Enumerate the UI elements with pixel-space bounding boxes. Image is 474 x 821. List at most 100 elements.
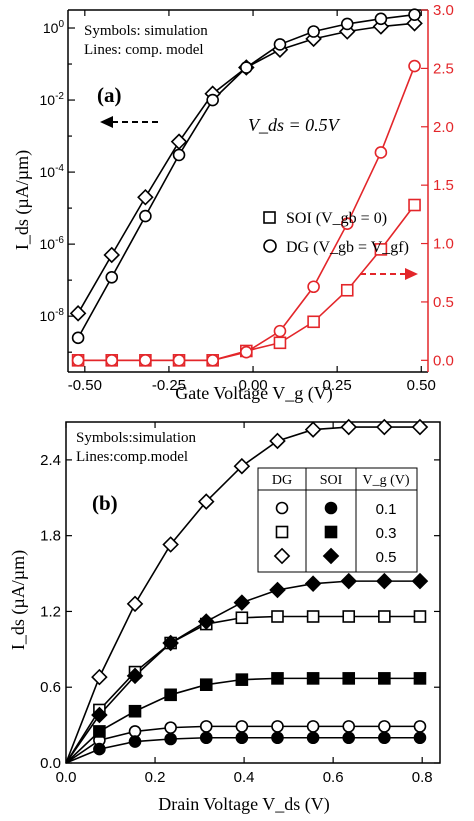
legend-soi-marker — [324, 525, 338, 539]
data-point — [93, 725, 106, 738]
x-tick-label: 0.50 — [407, 377, 436, 394]
data-point — [374, 12, 388, 26]
data-point — [340, 572, 358, 590]
data-point — [273, 38, 287, 51]
data-point — [206, 93, 219, 107]
x-tick-label: 0.4 — [234, 769, 255, 786]
data-point — [374, 243, 388, 256]
data-point — [376, 572, 393, 590]
panel-b-axes — [65, 421, 441, 764]
panel-b: 0.0 0.2 0.4 0.6 0.8 0.0 0.6 1.2 1.8 2.4 Symbols:s… — [8, 418, 441, 815]
data-point — [240, 345, 253, 359]
panel-b-annotation-line-2: Lines:comp.model — [76, 449, 188, 465]
data-point — [307, 25, 320, 38]
data-point — [199, 731, 213, 745]
y-tick-label: 1.2 — [40, 603, 61, 620]
panel-b-x-axis-label: Drain Voltage V_ds (V) — [158, 794, 329, 815]
legend-vg-0-1: 0.1 — [376, 501, 397, 518]
data-point — [162, 634, 179, 652]
data-point — [342, 731, 356, 745]
panel-a-condition: V_ds = 0.5V — [248, 115, 341, 135]
data-point — [306, 610, 320, 623]
legend-soi-marker — [324, 501, 338, 515]
panel-a-tick-labels: -0.50 -0.25 0.00 0.25 0.50 10-8 10-6 10-4 10-2 10… — [40, 2, 454, 394]
panel-b-annotation-line-1: Symbols:simulation — [76, 430, 197, 446]
y-right-tick-label: 2.5 — [433, 60, 454, 77]
y-right-tick-label: 0.5 — [433, 294, 454, 311]
legend-vg-0-3: 0.3 — [376, 525, 397, 542]
legend-dg-marker — [275, 525, 289, 539]
data-point — [91, 706, 108, 724]
data-point — [376, 418, 393, 436]
data-point — [340, 17, 354, 31]
legend-soi-marker — [322, 547, 340, 565]
data-point — [126, 595, 144, 613]
data-point — [271, 672, 284, 685]
data-point — [235, 673, 249, 686]
data-point — [408, 59, 421, 73]
data-point — [91, 668, 108, 686]
data-point — [240, 61, 253, 74]
y-right-tick-label: 2.0 — [433, 119, 454, 136]
data-point — [411, 572, 429, 590]
legend-dg-label: DG (V_gb = V_gf) — [286, 239, 409, 256]
legend-header-vg: V_g (V) — [362, 473, 409, 488]
data-point — [172, 148, 186, 162]
panel-a-series-markers — [69, 8, 423, 367]
panel-a-y-axis-label: I_ds (µA/µm) — [12, 150, 33, 250]
data-point — [235, 731, 249, 745]
panel-b-y-axis-label: I_ds (µA/µm) — [8, 550, 29, 650]
y-right-tick-label: 3.0 — [433, 2, 454, 19]
data-point — [342, 672, 356, 685]
data-point — [126, 667, 144, 685]
data-point — [273, 324, 287, 338]
data-point — [162, 536, 179, 553]
y-left-tick-label: 10-8 — [40, 307, 65, 324]
panel-a-legend: SOI (V_gb = 0) DG (V_gb = V_gf) — [263, 210, 409, 256]
y-tick-label: 0.0 — [40, 755, 61, 772]
data-point — [164, 688, 177, 702]
data-point — [199, 678, 213, 691]
data-point — [233, 594, 251, 611]
data-point — [413, 720, 427, 733]
data-point — [71, 331, 85, 345]
y-tick-label: 2.4 — [40, 452, 61, 469]
data-point — [137, 188, 154, 206]
data-point — [378, 731, 391, 745]
data-point — [378, 672, 391, 685]
panel-b-label: (b) — [92, 491, 118, 515]
data-point — [374, 146, 388, 159]
data-point — [411, 418, 429, 436]
legend-dg-marker — [275, 501, 289, 515]
y-tick-label: 0.6 — [40, 679, 61, 696]
data-point — [408, 198, 421, 212]
data-point — [271, 610, 284, 623]
y-right-tick-label: 1.5 — [433, 177, 454, 194]
data-point — [340, 283, 354, 297]
legend-vg-0-5: 0.5 — [376, 549, 397, 566]
y-left-tick-label: 10-2 — [40, 91, 65, 108]
data-point — [206, 354, 219, 367]
panel-a-annotation-line-2: Lines: comp. model — [84, 42, 204, 58]
data-point — [271, 720, 284, 733]
panel-b-legend-table: DG SOI V_g (V) 0.1 0.3 0.5 — [257, 467, 418, 573]
data-point — [413, 672, 427, 685]
data-point — [197, 613, 215, 630]
panel-b-tick-labels: 0.0 0.2 0.4 0.6 0.8 0.0 0.6 1.2 1.8 2.4 — [40, 452, 432, 786]
series-line — [78, 204, 416, 362]
x-tick-label: 0.2 — [145, 769, 166, 786]
data-point — [105, 354, 119, 367]
data-point — [271, 731, 284, 745]
y-left-tick-label: 10-6 — [40, 235, 65, 252]
data-point — [269, 581, 286, 599]
data-point — [273, 336, 287, 350]
legend-dg-marker — [273, 547, 291, 565]
data-point — [342, 720, 356, 733]
legend-circle-marker — [263, 239, 277, 253]
data-point — [306, 672, 320, 685]
data-point — [128, 735, 142, 748]
y-right-tick-label: 1.0 — [433, 236, 454, 253]
data-point — [103, 246, 121, 264]
data-point — [93, 742, 106, 756]
data-point — [378, 610, 391, 623]
